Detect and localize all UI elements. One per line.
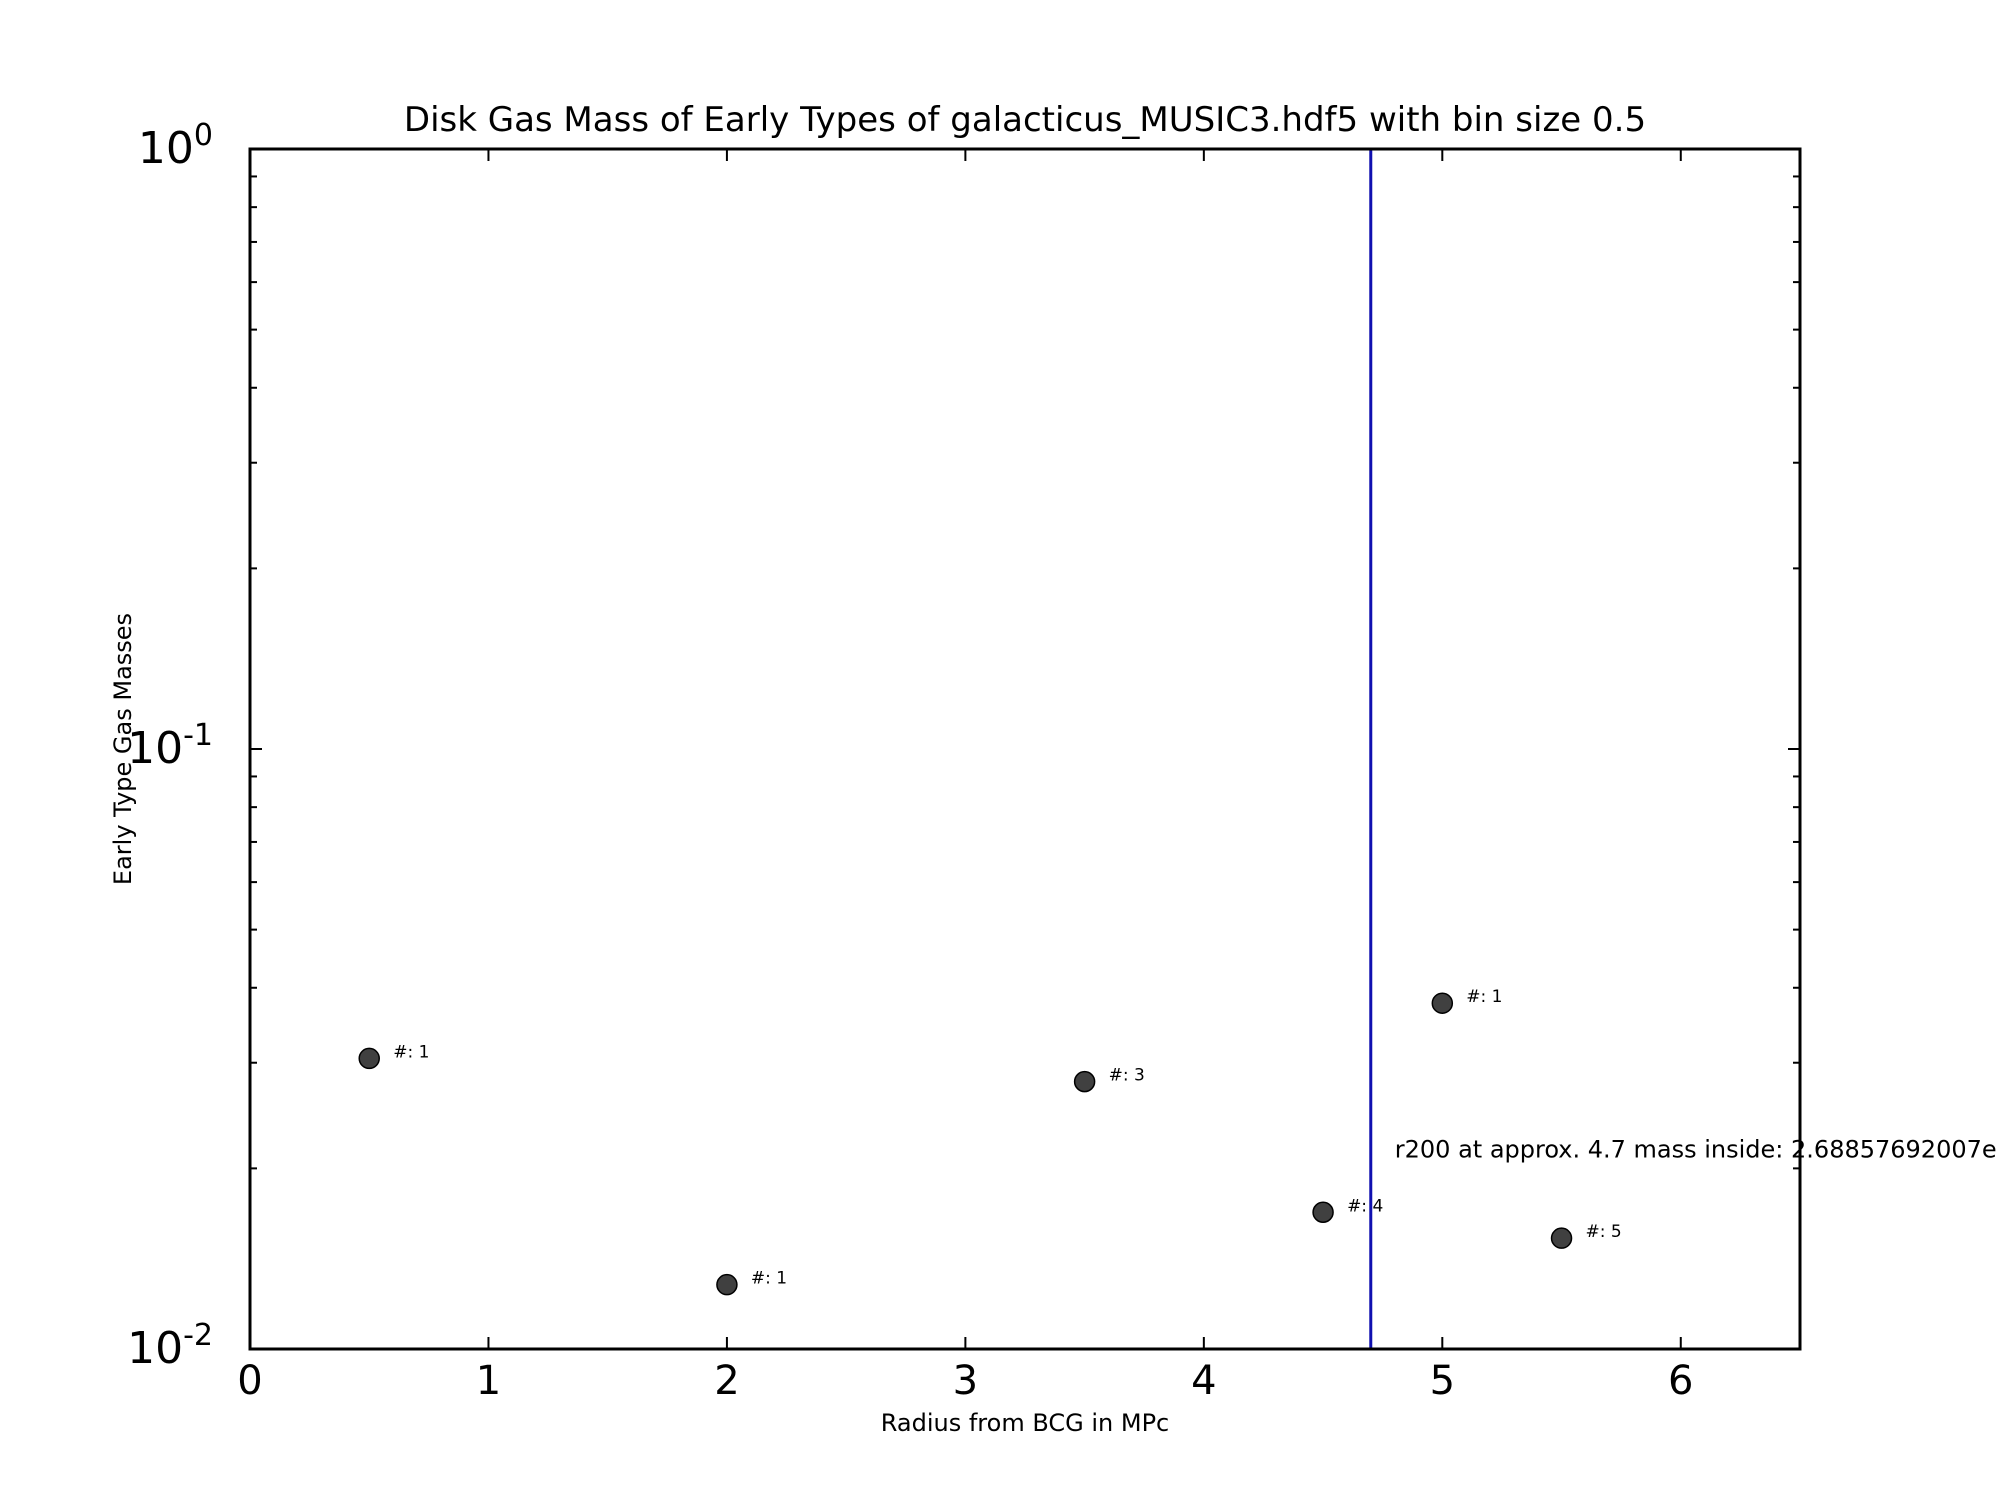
data-point (1073, 1070, 1096, 1093)
plot-frame (248, 147, 1802, 1351)
y-axis-label: Early Type Gas Masses (109, 613, 137, 885)
labels-layer: 0 1 2 3 4 5 6 10-2 10-1 100 r200 at approx. 4.7 ma… (127, 118, 1997, 1404)
x-tick-label: 3 (953, 1358, 978, 1404)
x-tick-label: 4 (1191, 1358, 1216, 1404)
y-tick-label: 10-2 (127, 1318, 213, 1374)
point-count-label: #: 1 (751, 1269, 787, 1289)
x-tick-label: 6 (1668, 1358, 1693, 1404)
x-axis-label: Radius from BCG in MPc (881, 1409, 1170, 1437)
x-tick-label: 0 (237, 1358, 262, 1404)
point-count-label: #: 4 (1347, 1196, 1383, 1216)
data-point (1312, 1201, 1334, 1224)
y-tick-label: 10-1 (127, 718, 213, 774)
data-point (1550, 1227, 1573, 1249)
data-point (358, 1047, 380, 1070)
r200-annotation: r200 at approx. 4.7 mass inside: 2.68857… (1395, 1135, 1997, 1163)
data-point (716, 1273, 738, 1296)
chart-title: Disk Gas Mass of Early Types of galactic… (404, 100, 1646, 140)
point-count-label: #: 5 (1586, 1222, 1622, 1242)
x-tick-label: 1 (476, 1358, 501, 1404)
x-tick-label: 5 (1430, 1358, 1455, 1404)
ticks-layer (249, 148, 1800, 1350)
x-tick-label: 2 (714, 1358, 739, 1404)
points-layer (358, 992, 1573, 1296)
data-point (1431, 992, 1454, 1014)
point-count-label: #: 1 (393, 1042, 429, 1062)
point-count-label: #: 3 (1109, 1066, 1145, 1086)
y-tick-label: 100 (138, 118, 213, 174)
point-count-label: #: 1 (1466, 987, 1502, 1007)
